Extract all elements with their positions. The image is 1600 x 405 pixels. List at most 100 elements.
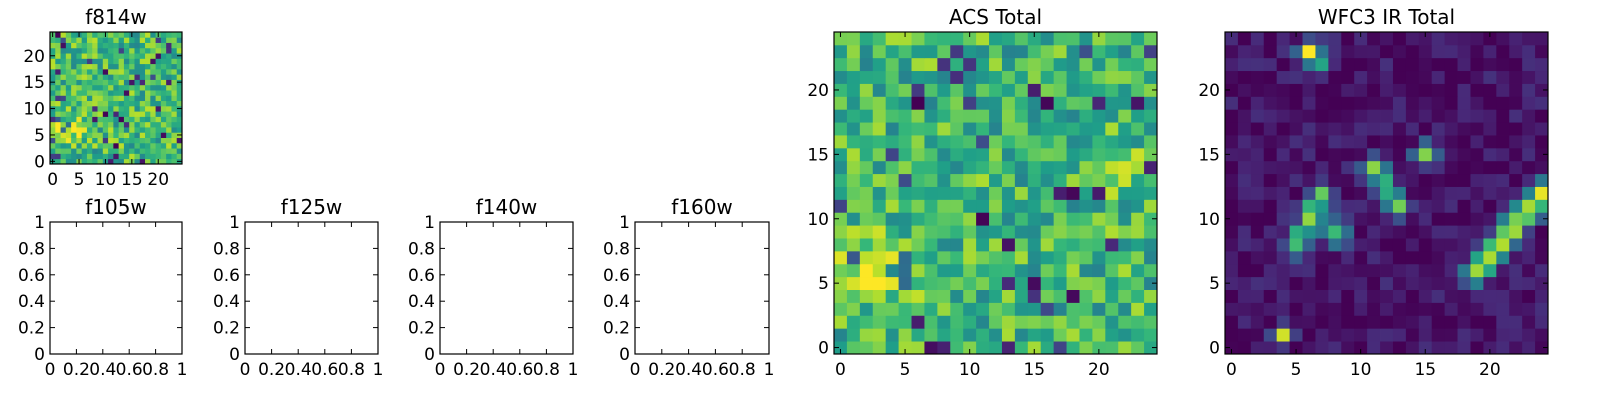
heatmap-cell	[1144, 109, 1158, 123]
heatmap-cell	[1053, 44, 1067, 59]
heatmap-cell	[963, 341, 977, 355]
heatmap-cell	[1053, 83, 1067, 97]
heatmap-cell	[1014, 250, 1029, 265]
heatmap-cell	[1341, 315, 1355, 329]
heatmap-cell	[134, 148, 141, 154]
heatmap-cell	[145, 137, 151, 144]
heatmap-cell	[1418, 32, 1433, 46]
heatmap-cell	[1131, 32, 1145, 46]
heatmap-cell	[1105, 44, 1119, 59]
heatmap-cell	[1457, 302, 1471, 316]
heatmap-cell	[60, 105, 67, 112]
heatmap-cell	[1457, 173, 1471, 187]
heatmap-cell	[1535, 263, 1549, 278]
heatmap-cell	[145, 153, 151, 160]
heatmap-cell	[937, 173, 951, 187]
heatmap-cell	[1354, 122, 1368, 136]
heatmap-cell	[872, 238, 887, 252]
heatmap-cell	[139, 84, 146, 91]
heatmap-cell	[924, 109, 938, 123]
heatmap-cell	[1457, 289, 1471, 303]
heatmap-cell	[1066, 135, 1080, 149]
heatmap-cell	[160, 111, 167, 117]
heatmap-cell	[859, 328, 874, 342]
heatmap-cell	[885, 32, 899, 46]
heatmap-cell	[81, 142, 88, 149]
heatmap-cell	[86, 111, 93, 117]
heatmap-cell	[139, 74, 146, 80]
heatmap-cell	[898, 199, 912, 213]
heatmap-cell	[1118, 276, 1132, 290]
heatmap-cell	[86, 90, 93, 96]
heatmap-cell	[134, 58, 141, 65]
heatmap-cell	[113, 63, 120, 70]
heatmap-cell	[176, 95, 183, 102]
heatmap-cell	[71, 100, 77, 107]
heatmap-cell	[1040, 44, 1055, 59]
heatmap-cell	[160, 127, 167, 133]
heatmap-cell	[1079, 199, 1093, 213]
heatmap-cell	[150, 37, 156, 43]
heatmap-cell	[113, 158, 120, 165]
heatmap-cell	[166, 121, 172, 128]
heatmap-cell	[834, 302, 848, 316]
y-tick-label: 0.8	[408, 239, 435, 259]
heatmap-cell	[1444, 212, 1458, 226]
heatmap-cell	[1470, 147, 1484, 162]
heatmap-cell	[1341, 70, 1355, 84]
heatmap-cell	[1131, 186, 1145, 200]
heatmap-cell	[1341, 289, 1355, 303]
heatmap-cell	[1105, 315, 1119, 329]
heatmap-cell	[86, 148, 93, 154]
heatmap-cell	[1250, 32, 1265, 46]
heatmap-cell	[950, 135, 964, 149]
heatmap-cell	[1315, 160, 1329, 175]
heatmap-cell	[1289, 70, 1303, 84]
heatmap-cell	[1522, 109, 1536, 123]
heatmap-cell	[885, 135, 899, 149]
heatmap-cell	[1276, 289, 1290, 303]
heatmap-cell	[924, 250, 938, 265]
heatmap-cell	[102, 58, 109, 65]
heatmap-cell	[108, 90, 114, 96]
heatmap-cell	[1118, 315, 1132, 329]
heatmap-cell	[1431, 70, 1446, 84]
heatmap-cell	[1328, 263, 1342, 278]
heatmap-cell	[86, 132, 93, 138]
heatmap-cell	[1105, 341, 1119, 355]
heatmap-cell	[1380, 289, 1394, 303]
heatmap-cell	[1470, 238, 1484, 252]
heatmap-cell	[65, 121, 72, 128]
heatmap-cell	[97, 137, 104, 144]
heatmap-cell	[150, 121, 156, 128]
heatmap-cell	[1001, 96, 1016, 110]
heatmap-cell	[92, 100, 98, 107]
heatmap-cell	[1496, 147, 1510, 162]
heatmap-cell	[155, 79, 162, 86]
heatmap-cell	[81, 137, 88, 144]
heatmap-cell	[134, 105, 141, 112]
heatmap-cell	[924, 212, 938, 226]
heatmap-cell	[1105, 32, 1119, 46]
x-tick-label: 5	[1291, 360, 1302, 380]
heatmap-cell	[1392, 32, 1407, 46]
heatmap-cell	[1250, 276, 1265, 290]
heatmap-cell	[123, 105, 130, 112]
heatmap-cell	[872, 341, 887, 355]
heatmap-cell	[846, 186, 861, 200]
heatmap-cell	[1315, 315, 1329, 329]
heatmap-cell	[1496, 122, 1510, 136]
heatmap-cell	[1092, 135, 1106, 149]
heatmap-cell	[1367, 212, 1381, 226]
heatmap-cell	[950, 289, 964, 303]
heatmap-cell	[1380, 173, 1394, 187]
heatmap-cell	[924, 276, 938, 290]
heatmap-cell	[118, 127, 125, 133]
heatmap-cell	[1483, 289, 1497, 303]
heatmap-cell	[60, 42, 67, 49]
heatmap-cell	[129, 84, 135, 91]
heatmap-cell	[1380, 96, 1394, 110]
heatmap-cell	[76, 42, 83, 49]
heatmap-cell	[1092, 199, 1106, 213]
heatmap-cell	[71, 74, 77, 80]
